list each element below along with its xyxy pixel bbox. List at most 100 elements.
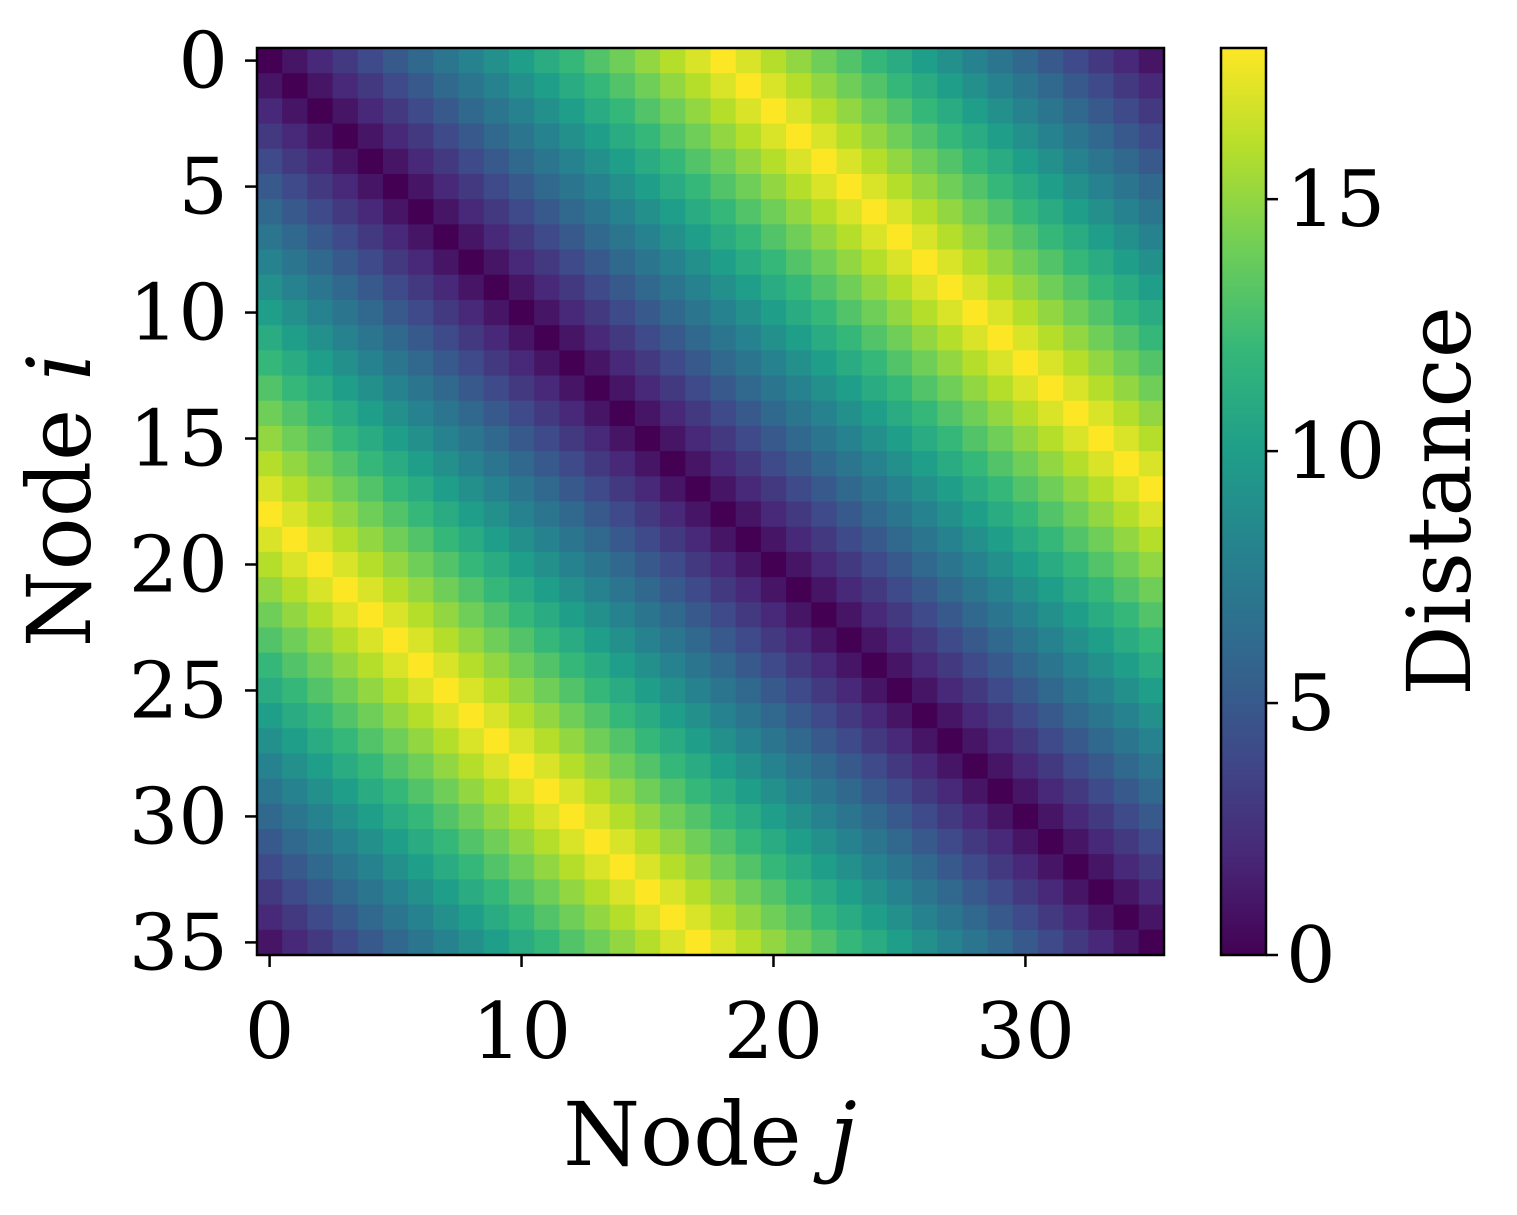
heatmap-cell xyxy=(1113,425,1140,452)
heatmap-cell xyxy=(584,224,611,251)
heatmap-cell xyxy=(685,249,712,276)
heatmap-cell xyxy=(382,123,409,150)
heatmap-cell xyxy=(458,350,485,377)
heatmap-cell xyxy=(886,98,913,125)
heatmap-cell xyxy=(1063,602,1090,629)
heatmap-cell xyxy=(685,602,712,629)
heatmap-cell xyxy=(1138,299,1165,326)
heatmap-cell xyxy=(861,803,888,830)
heatmap-cell xyxy=(912,879,938,906)
colorbar-ticks: 0 5 10 15 xyxy=(1266,155,1385,1001)
heatmap-cell xyxy=(332,602,359,629)
heatmap-cell xyxy=(1038,652,1064,679)
heatmap-cell xyxy=(1138,249,1165,276)
heatmap-cell xyxy=(609,299,636,326)
heatmap-cell xyxy=(634,703,661,729)
heatmap-cell xyxy=(886,350,913,377)
heatmap-cell xyxy=(962,400,989,427)
heatmap-cell xyxy=(609,476,636,503)
heatmap-cell xyxy=(836,602,863,629)
heatmap-cell xyxy=(1113,98,1140,125)
heatmap-cell xyxy=(1012,73,1039,99)
heatmap-cell xyxy=(307,249,334,276)
heatmap-cell xyxy=(937,577,964,603)
heatmap-cell xyxy=(660,451,686,477)
heatmap-cell xyxy=(685,48,712,74)
heatmap-cell xyxy=(735,98,762,125)
heatmap-cell xyxy=(760,703,787,729)
heatmap-cell xyxy=(634,879,661,906)
heatmap-cell xyxy=(307,728,334,755)
heatmap-cell xyxy=(332,173,359,200)
heatmap-cell xyxy=(1012,375,1039,402)
heatmap-cell xyxy=(332,350,359,377)
heatmap-cell xyxy=(962,652,989,679)
heatmap-cell xyxy=(1063,879,1090,906)
heatmap-cell xyxy=(433,375,460,402)
heatmap-cell xyxy=(483,728,510,755)
heatmap-cell xyxy=(634,451,661,477)
y-tick-label: 30 xyxy=(129,772,228,862)
heatmap-cell xyxy=(710,199,737,225)
heatmap-cell xyxy=(357,627,384,654)
heatmap-cell xyxy=(458,400,485,427)
heatmap-cell xyxy=(660,274,686,301)
heatmap-cell xyxy=(912,425,938,452)
heatmap-cell xyxy=(912,703,938,729)
heatmap-cell xyxy=(987,904,1014,931)
heatmap-cell xyxy=(937,652,964,679)
heatmap-cell xyxy=(1038,551,1064,578)
heatmap-cell xyxy=(534,476,560,503)
heatmap-cell xyxy=(307,98,334,125)
heatmap-cell xyxy=(685,879,712,906)
heatmap-cell xyxy=(685,173,712,200)
heatmap-cell xyxy=(408,224,434,251)
heatmap-cell xyxy=(508,929,535,956)
heatmap-cell xyxy=(559,526,586,553)
heatmap-cell xyxy=(559,551,586,578)
heatmap-cell xyxy=(685,274,712,301)
heatmap-cell xyxy=(634,476,661,503)
heatmap-cell xyxy=(609,375,636,402)
heatmap-cell xyxy=(710,677,737,704)
heatmap-cell xyxy=(760,425,787,452)
y-tick-label: 20 xyxy=(129,520,228,610)
heatmap-cell xyxy=(382,199,409,225)
heatmap-cell xyxy=(534,526,560,553)
heatmap-cell xyxy=(508,274,535,301)
heatmap-cell xyxy=(710,224,737,251)
heatmap-cell xyxy=(508,173,535,200)
heatmap-cell xyxy=(1038,425,1064,452)
heatmap-cell xyxy=(886,829,913,855)
heatmap-cell xyxy=(332,476,359,503)
heatmap-cell xyxy=(332,299,359,326)
heatmap-cell xyxy=(987,728,1014,755)
heatmap-cell xyxy=(534,652,560,679)
heatmap-cell xyxy=(937,526,964,553)
heatmap-cell xyxy=(483,854,510,881)
heatmap-cell xyxy=(332,98,359,125)
heatmap-cell xyxy=(1088,148,1115,175)
heatmap-cell xyxy=(307,325,334,351)
heatmap-cell xyxy=(811,400,838,427)
heatmap-cell xyxy=(1063,854,1090,881)
heatmap-cell xyxy=(962,425,989,452)
heatmap-cell xyxy=(634,98,661,125)
heatmap-cell xyxy=(987,501,1014,528)
heatmap-cell xyxy=(559,148,586,175)
heatmap-cell xyxy=(257,728,283,755)
heatmap-cell xyxy=(1113,753,1140,780)
heatmap-cell xyxy=(886,929,913,956)
heatmap-cell xyxy=(1012,803,1039,830)
heatmap-cell xyxy=(1138,350,1165,377)
heatmap-cell xyxy=(257,602,283,629)
heatmap-cell xyxy=(1038,148,1064,175)
heatmap-cell xyxy=(735,350,762,377)
heatmap-cell xyxy=(357,274,384,301)
heatmap-cell xyxy=(811,602,838,629)
heatmap-cell xyxy=(332,677,359,704)
heatmap-cell xyxy=(408,753,434,780)
heatmap-cell xyxy=(660,375,686,402)
heatmap-cell xyxy=(1063,425,1090,452)
heatmap-cell xyxy=(811,173,838,200)
